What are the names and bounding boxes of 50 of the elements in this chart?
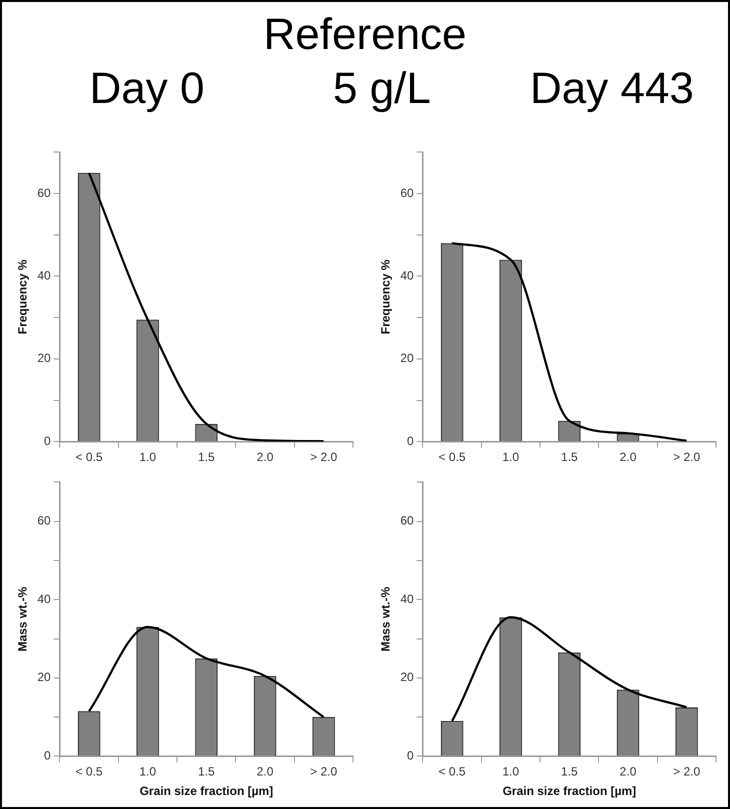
- chart-title: Day 0: [90, 64, 204, 114]
- x-tick-label: < 0.5: [76, 764, 103, 779]
- y-tick-label: 0: [407, 748, 414, 763]
- x-tick-label: > 2.0: [310, 450, 338, 464]
- y-tick-label: 40: [400, 268, 414, 283]
- y-tick-label: 60: [37, 186, 52, 200]
- y-axis-title: Mass wt.-%: [378, 586, 393, 652]
- y-tick-label: 20: [37, 351, 52, 366]
- y-tick-label: 60: [400, 186, 414, 200]
- x-tick-label: > 2.0: [310, 764, 338, 779]
- y-axis-title: Mass wt.-%: [16, 586, 30, 652]
- chart-title: Day 443: [530, 64, 694, 114]
- x-tick-label: 1.5: [561, 450, 578, 464]
- y-tick-label: 40: [37, 268, 52, 283]
- x-tick-label: 1.5: [561, 764, 578, 779]
- line-series: [450, 242, 688, 442]
- x-tick-label: 2.0: [620, 450, 637, 464]
- x-tick-label: 1.5: [198, 764, 216, 779]
- y-axis-title: Frequency %: [16, 259, 30, 334]
- x-tick-label: 2.0: [256, 764, 274, 779]
- y-axis-title: Frequency %: [378, 259, 393, 334]
- y-tick-label: 0: [44, 748, 52, 763]
- x-tick-label: 1.0: [139, 764, 156, 779]
- x-tick-label: 2.0: [620, 764, 637, 779]
- x-tick-label: > 2.0: [673, 764, 701, 779]
- x-axis-title: Grain size fraction [µm]: [140, 784, 274, 798]
- x-tick-label: 1.0: [502, 764, 520, 779]
- x-tick-label: 1.0: [502, 450, 520, 464]
- line-series: [88, 172, 325, 442]
- x-tick-label: < 0.5: [438, 764, 466, 779]
- y-tick-label: 0: [44, 434, 52, 448]
- y-tick-label: 40: [400, 592, 414, 606]
- x-tick-label: < 0.5: [438, 450, 466, 464]
- x-tick-label: 2.0: [256, 450, 274, 464]
- x-tick-label: < 0.5: [76, 450, 103, 464]
- line-series: [450, 616, 688, 722]
- y-tick-label: 60: [37, 514, 52, 528]
- x-tick-label: 1.5: [198, 450, 216, 464]
- x-axis-title: Grain size fraction [µm]: [502, 784, 636, 798]
- y-tick-label: 20: [37, 670, 52, 684]
- y-tick-label: 20: [400, 670, 414, 684]
- line-series: [88, 626, 325, 718]
- x-tick-label: > 2.0: [673, 450, 701, 464]
- text: 5 g/L: [333, 64, 431, 114]
- text: Reference: [264, 10, 467, 60]
- y-tick-label: 20: [400, 351, 414, 366]
- x-tick-label: 1.0: [139, 450, 156, 464]
- y-tick-label: 40: [37, 592, 52, 606]
- y-tick-label: 60: [400, 514, 414, 528]
- y-tick-label: 0: [407, 434, 414, 448]
